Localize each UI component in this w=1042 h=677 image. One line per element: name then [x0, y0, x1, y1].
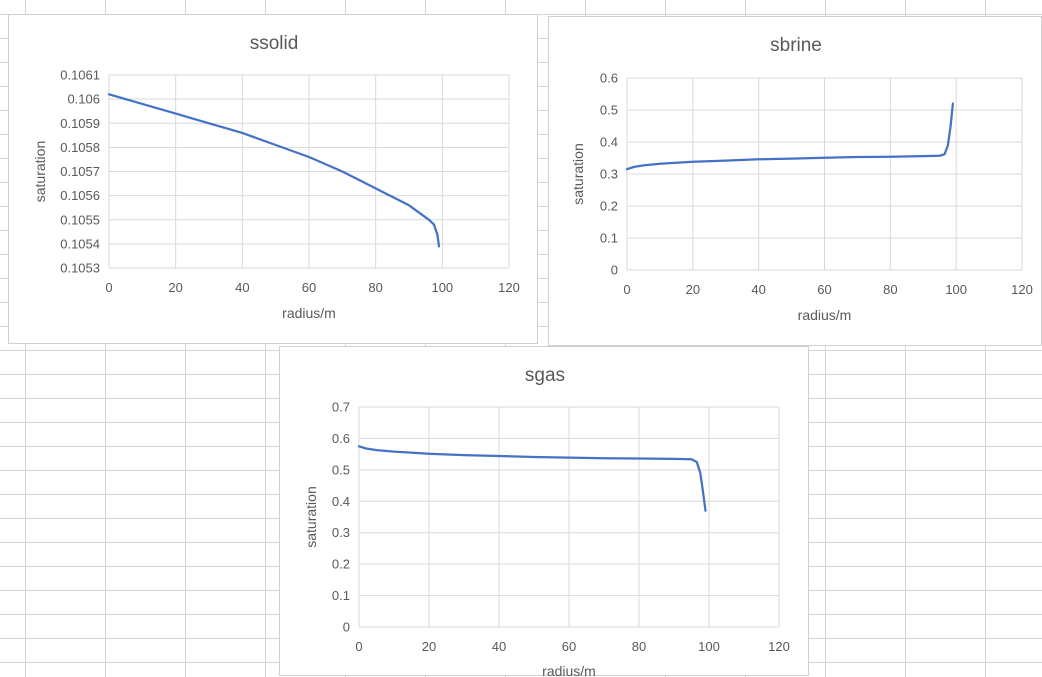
chart-sbrine-svg: sbrine 0 0.1 0.2 0.3 0.4 0.5 0.6 0 20 40 60 80 100 120…: [570, 35, 1033, 323]
y-tick-label: 0.1057: [60, 164, 100, 179]
y-tick-label: 0.6: [600, 71, 618, 86]
x-tick-label: 80: [883, 282, 897, 297]
y-tick-label: 0.5: [332, 462, 350, 477]
x-axis-title: radius/m: [282, 305, 336, 321]
y-axis-title: saturation: [32, 141, 48, 202]
x-tick-label: 100: [431, 280, 453, 295]
x-tick-label: 120: [1011, 282, 1033, 297]
x-tick-label: 0: [355, 639, 362, 654]
y-tick-label: 0.1056: [60, 188, 100, 203]
y-tick-label: 0.7: [332, 400, 350, 415]
x-tick-label: 120: [498, 280, 520, 295]
x-tick-label: 120: [768, 639, 790, 654]
series-line-sgas: [357, 445, 707, 512]
chart-title: sbrine: [770, 35, 822, 56]
y-tick-label: 0.1061: [60, 68, 100, 83]
y-axis-title: saturation: [303, 486, 319, 547]
y-tick-label: 0.3: [600, 167, 618, 182]
x-tick-label: 60: [817, 282, 831, 297]
y-tick-label: 0.6: [332, 431, 350, 446]
chart-sgas-svg: sgas 0 0.1 0.2 0.3 0.4 0.5 0.6 0.7 0 20 40 60 80 100 12…: [303, 365, 790, 677]
x-tick-label: 80: [368, 280, 382, 295]
y-tick-label: 0: [343, 620, 350, 635]
chart-title: sgas: [525, 365, 565, 386]
x-tick-label: 80: [632, 639, 646, 654]
x-tick-label: 60: [562, 639, 576, 654]
x-tick-label: 20: [168, 280, 182, 295]
y-tick-label: 0.1: [332, 588, 350, 603]
series-line-ssolid: [107, 93, 441, 248]
x-axis-title: radius/m: [542, 663, 596, 677]
chart-ssolid[interactable]: ssolid 0.1053 0.1054 0.1055 0.1056 0.1057 0.10…: [8, 14, 538, 344]
y-tick-label: 0.1055: [60, 212, 100, 227]
x-tick-label: 40: [235, 280, 249, 295]
y-tick-label: 0.3: [332, 525, 350, 540]
x-tick-label: 40: [751, 282, 765, 297]
y-tick-label: 0.4: [332, 494, 350, 509]
y-tick-label: 0.1: [600, 231, 618, 246]
x-tick-label: 40: [492, 639, 506, 654]
y-tick-label: 0.1054: [60, 236, 100, 251]
y-tick-label: 0: [611, 263, 618, 278]
chart-title: ssolid: [250, 33, 299, 54]
x-tick-label: 100: [945, 282, 967, 297]
y-tick-label: 0.2: [332, 557, 350, 572]
chart-ssolid-svg: ssolid 0.1053 0.1054 0.1055 0.1056 0.1057 0.10…: [32, 33, 520, 321]
y-tick-label: 0.1059: [60, 116, 100, 131]
chart-sbrine[interactable]: sbrine 0 0.1 0.2 0.3 0.4 0.5 0.6 0 20 40 60 80 100 120…: [548, 16, 1042, 346]
y-tick-label: 0.4: [600, 135, 618, 150]
x-tick-label: 20: [422, 639, 436, 654]
y-tick-label: 0.1058: [60, 140, 100, 155]
x-tick-label: 100: [698, 639, 720, 654]
chart-sgas[interactable]: sgas 0 0.1 0.2 0.3 0.4 0.5 0.6 0.7 0 20 40 60 80 100 12…: [279, 346, 809, 677]
y-axis-title: saturation: [570, 143, 586, 204]
x-tick-label: 0: [623, 282, 630, 297]
x-tick-label: 60: [302, 280, 316, 295]
series-line-sbrine: [625, 102, 955, 171]
y-tick-label: 0.106: [67, 92, 100, 107]
y-tick-label: 0.2: [600, 199, 618, 214]
x-tick-label: 0: [105, 280, 112, 295]
y-tick-label: 0.1053: [60, 261, 100, 276]
x-tick-label: 20: [686, 282, 700, 297]
y-tick-label: 0.5: [600, 103, 618, 118]
x-axis-title: radius/m: [798, 307, 852, 323]
